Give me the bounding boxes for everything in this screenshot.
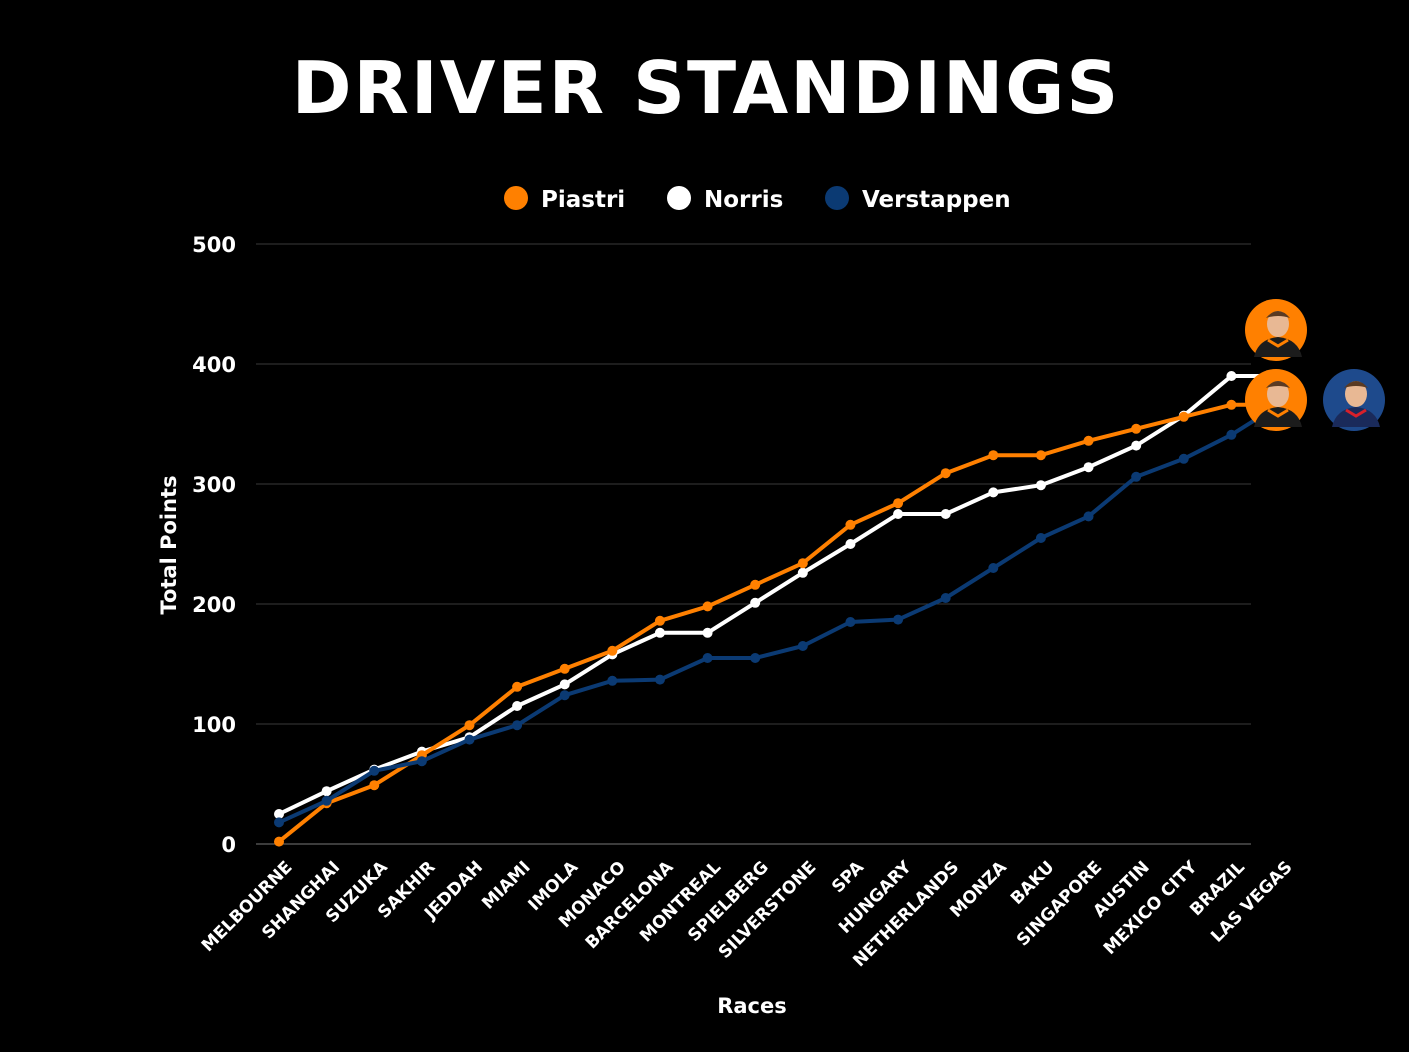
data-point-verstappen <box>321 795 332 806</box>
data-point-piastri <box>845 519 856 530</box>
chart-title: DRIVER STANDINGS <box>292 46 1121 130</box>
data-point-verstappen <box>845 617 856 627</box>
data-point-piastri <box>1131 423 1142 434</box>
y-tick-label: 100 <box>192 713 236 737</box>
legend-item-piastri: Piastri <box>504 186 625 213</box>
series-line-piastri <box>277 402 1281 844</box>
data-point-verstappen <box>893 614 904 625</box>
y-tick-label: 300 <box>192 473 236 497</box>
legend-item-verstappen: Verstappen <box>825 186 1011 213</box>
data-point-norris <box>940 509 951 519</box>
driver-portrait-icon <box>1332 381 1380 427</box>
avatar-verstappen <box>1323 369 1385 431</box>
data-point-verstappen <box>464 734 475 745</box>
y-tick-label: 200 <box>192 593 236 617</box>
avatar-norris <box>1245 299 1307 361</box>
legend-swatch <box>825 186 849 210</box>
data-point-norris <box>321 786 332 797</box>
data-point-verstappen <box>512 720 523 731</box>
legend-swatch <box>667 186 691 210</box>
data-point-verstappen <box>274 817 284 828</box>
data-point-piastri <box>512 681 523 692</box>
data-point-norris <box>1131 440 1142 451</box>
data-point-piastri <box>464 720 475 731</box>
data-point-piastri <box>797 558 808 569</box>
data-point-piastri <box>702 601 713 612</box>
data-point-verstappen <box>1226 429 1237 440</box>
x-axis-label: Races <box>717 994 787 1018</box>
y-axis-ticks: 0 100 200 300 400 500 <box>192 233 236 857</box>
data-point-norris <box>1083 462 1094 473</box>
data-point-verstappen <box>988 563 999 573</box>
data-point-piastri <box>1226 399 1237 410</box>
data-point-piastri <box>274 836 284 847</box>
data-point-norris <box>559 679 570 690</box>
data-point-verstappen <box>750 653 761 663</box>
data-point-norris <box>274 809 284 819</box>
data-point-verstappen <box>702 653 713 663</box>
data-point-verstappen <box>369 765 380 776</box>
y-tick-label: 0 <box>221 833 236 857</box>
legend-swatch <box>504 186 528 210</box>
y-tick-label: 500 <box>192 233 236 257</box>
data-point-norris <box>750 597 761 608</box>
series-line-norris <box>277 374 1281 816</box>
data-point-verstappen <box>1131 471 1142 482</box>
end-avatars <box>1245 299 1385 431</box>
avatar-piastri <box>1245 369 1307 431</box>
data-point-norris <box>988 487 999 498</box>
data-point-piastri <box>1035 450 1046 461</box>
grid-lines <box>256 243 1251 845</box>
data-point-verstappen <box>1178 453 1189 464</box>
data-point-piastri <box>559 663 570 674</box>
y-axis-label: Total Points <box>157 475 181 614</box>
series-verstappen <box>274 399 1285 828</box>
data-point-verstappen <box>654 674 665 685</box>
data-point-norris <box>797 567 808 578</box>
data-point-piastri <box>940 468 951 479</box>
data-point-norris <box>702 627 713 638</box>
data-point-piastri <box>988 450 999 461</box>
driver-portrait-icon <box>1254 381 1302 427</box>
data-point-verstappen <box>940 593 951 603</box>
data-point-piastri <box>607 645 618 656</box>
data-point-verstappen <box>416 756 427 767</box>
data-point-verstappen <box>559 690 570 701</box>
data-point-piastri <box>654 615 665 626</box>
data-point-norris <box>1035 480 1046 491</box>
y-tick-label: 400 <box>192 353 236 377</box>
data-point-norris <box>654 627 665 638</box>
data-point-piastri <box>1178 411 1189 422</box>
data-point-norris <box>845 539 856 549</box>
data-point-norris <box>1226 371 1237 381</box>
data-point-verstappen <box>607 675 618 686</box>
data-point-norris <box>512 701 523 711</box>
legend-label: Norris <box>704 187 783 213</box>
legend-label: Piastri <box>541 187 625 213</box>
data-point-verstappen <box>797 641 808 651</box>
driver-portrait-icon <box>1254 311 1302 357</box>
data-point-piastri <box>369 780 380 791</box>
legend-label: Verstappen <box>862 187 1011 213</box>
data-point-piastri <box>1083 435 1094 446</box>
data-point-verstappen <box>1035 533 1046 543</box>
data-point-verstappen <box>1083 511 1094 522</box>
series-line-verstappen <box>277 402 1281 825</box>
series-lines <box>274 371 1285 847</box>
data-point-piastri <box>750 579 761 590</box>
data-point-piastri <box>893 498 904 509</box>
data-point-norris <box>893 509 904 519</box>
legend-item-norris: Norris <box>667 186 783 213</box>
legend: Piastri Norris Verstappen <box>504 186 1011 213</box>
